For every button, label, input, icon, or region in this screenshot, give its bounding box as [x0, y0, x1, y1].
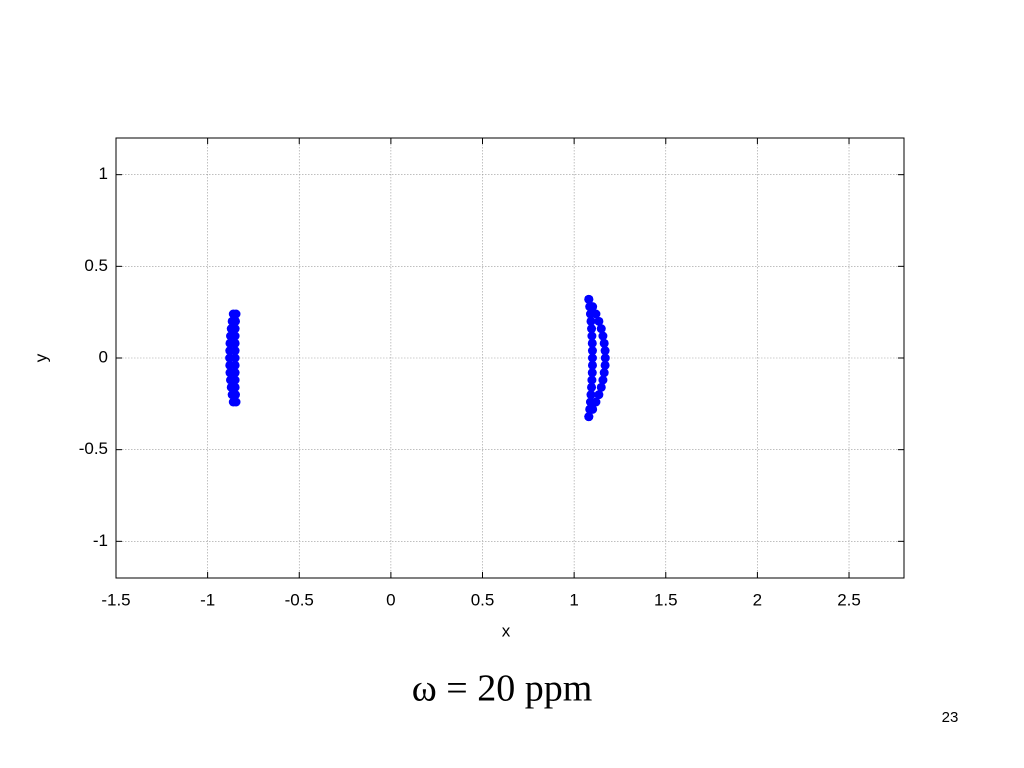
- x-tick-label: -1: [200, 590, 215, 609]
- plot-frame: [115, 137, 905, 579]
- point: [587, 360, 597, 370]
- point: [598, 331, 608, 341]
- point: [599, 368, 609, 378]
- point: [230, 316, 240, 326]
- point: [230, 324, 240, 334]
- x-tick-label: 1.5: [654, 590, 678, 609]
- x-tick-label: 0.5: [471, 590, 495, 609]
- point: [230, 331, 240, 341]
- y-axis-label: y: [31, 353, 50, 362]
- y-tick-label: -1: [93, 531, 108, 550]
- point: [230, 368, 240, 378]
- point: [596, 382, 606, 392]
- point: [230, 382, 240, 392]
- x-tick-label: 1: [569, 590, 578, 609]
- point: [587, 324, 597, 334]
- point: [596, 324, 606, 334]
- point: [230, 353, 240, 363]
- point: [594, 390, 604, 400]
- point: [587, 382, 597, 392]
- point: [587, 338, 597, 348]
- point: [587, 375, 597, 385]
- point: [231, 397, 241, 407]
- x-tick-label: -1.5: [101, 590, 130, 609]
- point: [584, 412, 594, 422]
- x-tick-label: -0.5: [285, 590, 314, 609]
- y-tick-label: 0.5: [84, 256, 108, 275]
- point: [587, 346, 597, 356]
- point: [230, 338, 240, 348]
- caption: ω = 20 ppm: [412, 668, 593, 710]
- point: [587, 368, 597, 378]
- page-number: 23: [942, 709, 959, 726]
- point: [230, 390, 240, 400]
- point: [587, 353, 597, 363]
- point: [230, 346, 240, 356]
- point: [599, 338, 609, 348]
- y-tick-label: -0.5: [79, 439, 108, 458]
- point: [230, 360, 240, 370]
- point: [585, 404, 595, 414]
- point: [600, 360, 610, 370]
- point: [598, 375, 608, 385]
- x-tick-label: 0: [386, 590, 395, 609]
- point: [586, 316, 596, 326]
- point: [585, 302, 595, 312]
- point: [600, 346, 610, 356]
- point: [231, 309, 241, 319]
- point: [585, 397, 595, 407]
- point: [594, 316, 604, 326]
- y-tick-label: 0: [99, 347, 108, 366]
- point: [584, 294, 594, 304]
- x-tick-label: 2.5: [837, 590, 861, 609]
- point: [587, 331, 597, 341]
- point: [586, 390, 596, 400]
- point: [600, 353, 610, 363]
- x-axis-label: x: [502, 621, 511, 640]
- x-tick-label: 2: [753, 590, 762, 609]
- point: [230, 375, 240, 385]
- y-tick-label: 1: [99, 164, 108, 183]
- point: [585, 309, 595, 319]
